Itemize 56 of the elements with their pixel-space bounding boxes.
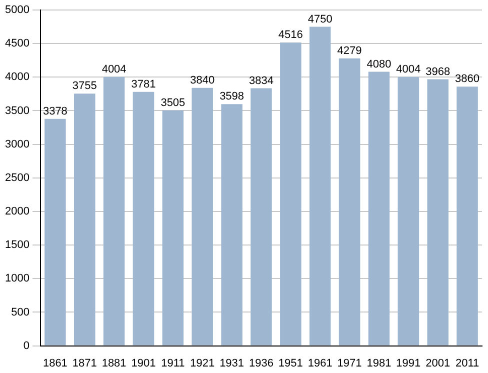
y-tick-label: 4500 bbox=[4, 38, 30, 50]
y-tick-label: 3500 bbox=[4, 104, 30, 117]
data-label: 3598 bbox=[220, 90, 244, 103]
bar bbox=[103, 76, 125, 346]
x-tick-label: 1931 bbox=[220, 357, 244, 370]
bar bbox=[192, 88, 213, 346]
bar bbox=[427, 79, 448, 346]
x-tick-label: 2001 bbox=[426, 357, 450, 370]
data-label: 3840 bbox=[190, 74, 215, 86]
bar bbox=[44, 118, 66, 346]
bar bbox=[221, 104, 242, 346]
y-tick-label: 2500 bbox=[4, 172, 30, 184]
data-label: 3860 bbox=[455, 73, 480, 86]
x-tick-label: 1936 bbox=[248, 357, 274, 370]
y-tick-label: 0 bbox=[23, 340, 30, 352]
data-label: 4279 bbox=[337, 44, 362, 57]
bar bbox=[398, 76, 420, 346]
data-label: 4516 bbox=[278, 29, 303, 42]
data-label: 3781 bbox=[131, 78, 156, 90]
x-tick-label: 1991 bbox=[396, 357, 421, 370]
y-tick-label: 4000 bbox=[4, 71, 30, 84]
bar bbox=[132, 92, 154, 346]
bar bbox=[368, 72, 390, 346]
x-tick-label: 1951 bbox=[278, 357, 303, 370]
bar bbox=[162, 110, 184, 346]
x-tick-label: 1901 bbox=[131, 357, 156, 370]
x-tick-label: 1861 bbox=[42, 357, 68, 370]
x-tick-label: 1981 bbox=[366, 357, 392, 370]
y-tick-label: 1500 bbox=[4, 239, 30, 252]
data-label: 4750 bbox=[308, 13, 332, 26]
data-label: 3968 bbox=[426, 66, 450, 78]
data-label: 4004 bbox=[396, 63, 421, 76]
data-label: 3505 bbox=[160, 96, 186, 109]
y-tick-label: 3000 bbox=[4, 138, 30, 150]
x-tick-label: 1911 bbox=[161, 357, 185, 370]
y-tick-label: 5000 bbox=[4, 4, 30, 16]
y-tick-label: 1000 bbox=[4, 272, 30, 285]
data-label: 4004 bbox=[102, 63, 126, 76]
x-tick-label: 1871 bbox=[72, 357, 97, 370]
data-label: 3378 bbox=[42, 105, 68, 118]
y-tick-label: 500 bbox=[11, 306, 30, 318]
x-tick-label: 1971 bbox=[337, 357, 362, 370]
x-tick-label: 1961 bbox=[308, 357, 332, 370]
bar bbox=[338, 58, 360, 346]
x-tick-label: 1881 bbox=[102, 357, 126, 370]
bar bbox=[250, 88, 272, 346]
data-label: 3755 bbox=[72, 80, 97, 92]
data-label: 3834 bbox=[248, 74, 274, 87]
y-tick-label: 2000 bbox=[4, 206, 30, 218]
bar bbox=[309, 26, 331, 346]
bar bbox=[456, 86, 478, 346]
data-label: 4080 bbox=[366, 58, 392, 70]
x-tick-label: 1921 bbox=[190, 357, 215, 370]
x-tick-label: 2011 bbox=[455, 357, 480, 370]
bar bbox=[74, 94, 96, 346]
bar bbox=[280, 42, 302, 346]
